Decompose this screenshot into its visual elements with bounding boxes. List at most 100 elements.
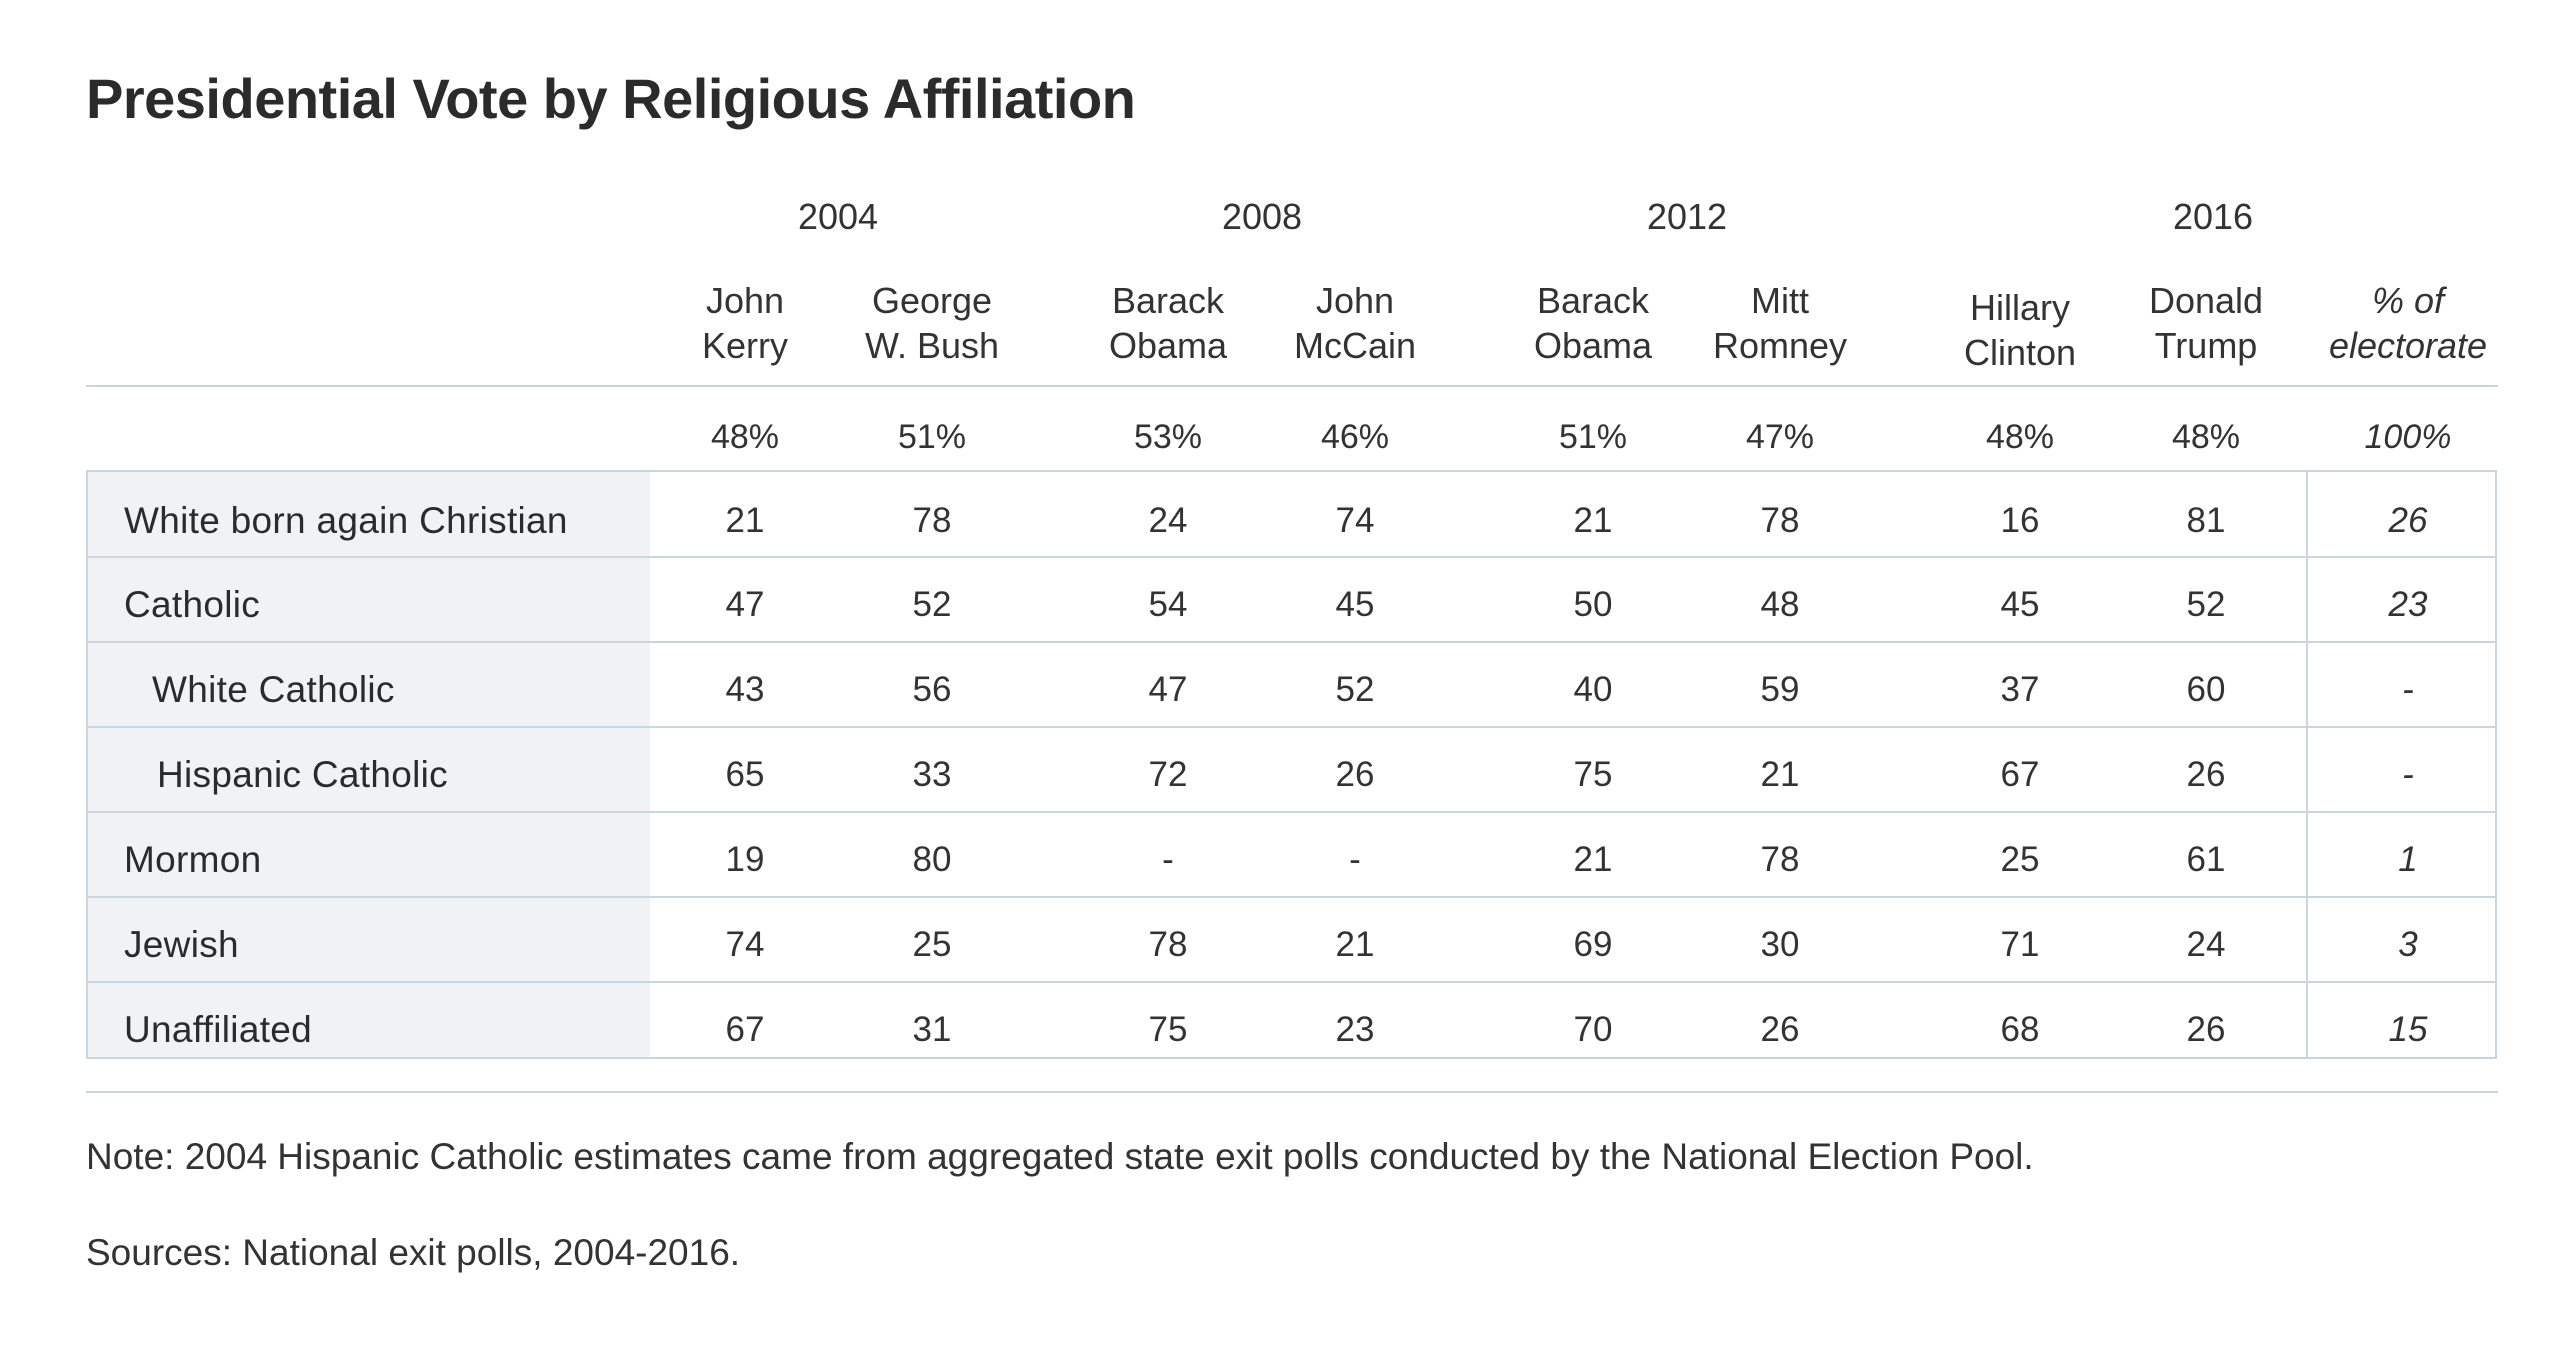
row-label-unaffiliated: Unaffiliated [124, 1009, 313, 1050]
table-cell: 26 [2186, 755, 2226, 794]
candidate-first-line: Mitt [1751, 280, 1809, 321]
share-header-first-line: % of [2371, 280, 2445, 321]
table-cell: - [1162, 840, 1174, 879]
table-cell: 68 [2000, 1010, 2040, 1049]
total-romney: 47% [1745, 418, 1815, 456]
table-cell: 21 [1335, 925, 1375, 964]
candidate-first-line: Hillary [1969, 287, 2070, 328]
table-cell: 45 [2000, 585, 2040, 624]
candidate-first-line: Barack [1536, 280, 1650, 321]
candidate-second-line: Obama [1108, 325, 1228, 366]
sources-note: Sources: National exit polls, 2004-2016. [86, 1232, 741, 1273]
table-cell: 21 [1573, 501, 1613, 540]
table-cell: 30 [1760, 925, 1800, 964]
table-cell: 78 [1760, 501, 1800, 540]
table-cell: 74 [1335, 501, 1375, 540]
candidate-header-obama-2012: Barack Obama [1534, 278, 1652, 368]
table-cell: 72 [1148, 755, 1188, 794]
table-cell: 70 [1573, 1010, 1613, 1049]
table-cell: 21 [725, 501, 765, 540]
table-cell: 54 [1148, 585, 1188, 624]
candidate-first-line: Donald [2148, 280, 2264, 321]
candidate-header-mccain: John McCain [1294, 278, 1416, 368]
electorate-share-cell: - [2402, 755, 2414, 794]
electorate-share-cell: 26 [2388, 501, 2428, 540]
table-cell: 24 [1148, 501, 1188, 540]
table-cell: 74 [725, 925, 765, 964]
share-column-divider [2306, 472, 2308, 1057]
electorate-share-cell: 23 [2388, 585, 2428, 624]
table-cell: - [1349, 840, 1361, 879]
table-cell: 19 [725, 840, 765, 879]
table-cell: 21 [1573, 840, 1613, 879]
table-cell: 61 [2186, 840, 2226, 879]
total-kerry: 48% [710, 418, 780, 456]
table-cell: 43 [725, 670, 765, 709]
table-cell: 80 [912, 840, 952, 879]
table-cell: 26 [2186, 1010, 2226, 1049]
candidate-first-line: John [705, 280, 785, 321]
total-obama-2012: 51% [1558, 418, 1628, 456]
total-electorate-share: 100% [2364, 418, 2452, 456]
table-cell: 23 [1335, 1010, 1375, 1049]
table-cell: 26 [1335, 755, 1375, 794]
row-divider [88, 641, 2495, 643]
candidate-header-clinton: Hillary Clinton [1964, 285, 2076, 375]
table-cell: 52 [1335, 670, 1375, 709]
row-label-white-catholic: White Catholic [152, 669, 395, 710]
table-cell: 21 [1760, 755, 1800, 794]
table-cell: 65 [725, 755, 765, 794]
row-label-column [88, 472, 650, 1057]
row-divider [88, 556, 2495, 558]
table-cell: 24 [2186, 925, 2226, 964]
electorate-share-cell: - [2402, 670, 2414, 709]
table-cell: 48 [1760, 585, 1800, 624]
table-cell: 31 [912, 1010, 952, 1049]
candidate-header-kerry: John Kerry [702, 278, 788, 368]
table-cell: 45 [1335, 585, 1375, 624]
table-cell: 60 [2186, 670, 2226, 709]
table-cell: 52 [2186, 585, 2226, 624]
table-cell: 33 [912, 755, 952, 794]
table-cell: 37 [2000, 670, 2040, 709]
data-table-frame [86, 470, 2497, 1059]
table-cell: 56 [912, 670, 952, 709]
candidate-first-line: Barack [1111, 280, 1225, 321]
table-cell: 47 [1148, 670, 1188, 709]
table-cell: 52 [912, 585, 952, 624]
table-cell: 67 [725, 1010, 765, 1049]
electorate-share-cell: 15 [2388, 1010, 2428, 1049]
candidate-second-line: Kerry [701, 325, 789, 366]
candidate-header-bush: George W. Bush [865, 278, 999, 368]
chart-title: Presidential Vote by Religious Affiliati… [86, 67, 1136, 130]
candidate-header-romney: Mitt Romney [1713, 278, 1847, 368]
table-cell: 81 [2186, 501, 2226, 540]
row-divider [88, 981, 2495, 983]
candidate-second-line: Trump [2154, 325, 2258, 366]
table-cell: 26 [1760, 1010, 1800, 1049]
candidate-first-line: John [1315, 280, 1395, 321]
candidate-second-line: Romney [1712, 325, 1848, 366]
header-rule [86, 385, 2498, 387]
table-cell: 47 [725, 585, 765, 624]
table-cell: 40 [1573, 670, 1613, 709]
year-header-2004: 2004 [797, 196, 879, 237]
table-cell: 75 [1573, 755, 1613, 794]
total-bush: 51% [897, 418, 967, 456]
table-cell: 78 [1148, 925, 1188, 964]
electorate-share-header: % of electorate [2329, 278, 2487, 368]
row-label-white-born-again-christian: White born again Christian [124, 500, 568, 541]
year-header-2008: 2008 [1221, 196, 1303, 237]
electorate-share-cell: 1 [2398, 840, 2418, 879]
total-clinton: 48% [1985, 418, 2055, 456]
row-label-hispanic-catholic: Hispanic Catholic [157, 754, 448, 795]
table-cell: 67 [2000, 755, 2040, 794]
table-cell: 69 [1573, 925, 1613, 964]
total-mccain: 46% [1320, 418, 1390, 456]
candidate-header-obama-2008: Barack Obama [1109, 278, 1227, 368]
electorate-share-cell: 3 [2398, 925, 2418, 964]
footnote: Note: 2004 Hispanic Catholic estimates c… [86, 1136, 2034, 1177]
candidate-first-line: George [871, 280, 993, 321]
candidate-second-line: Clinton [1963, 332, 2077, 373]
candidate-second-line: Obama [1533, 325, 1653, 366]
